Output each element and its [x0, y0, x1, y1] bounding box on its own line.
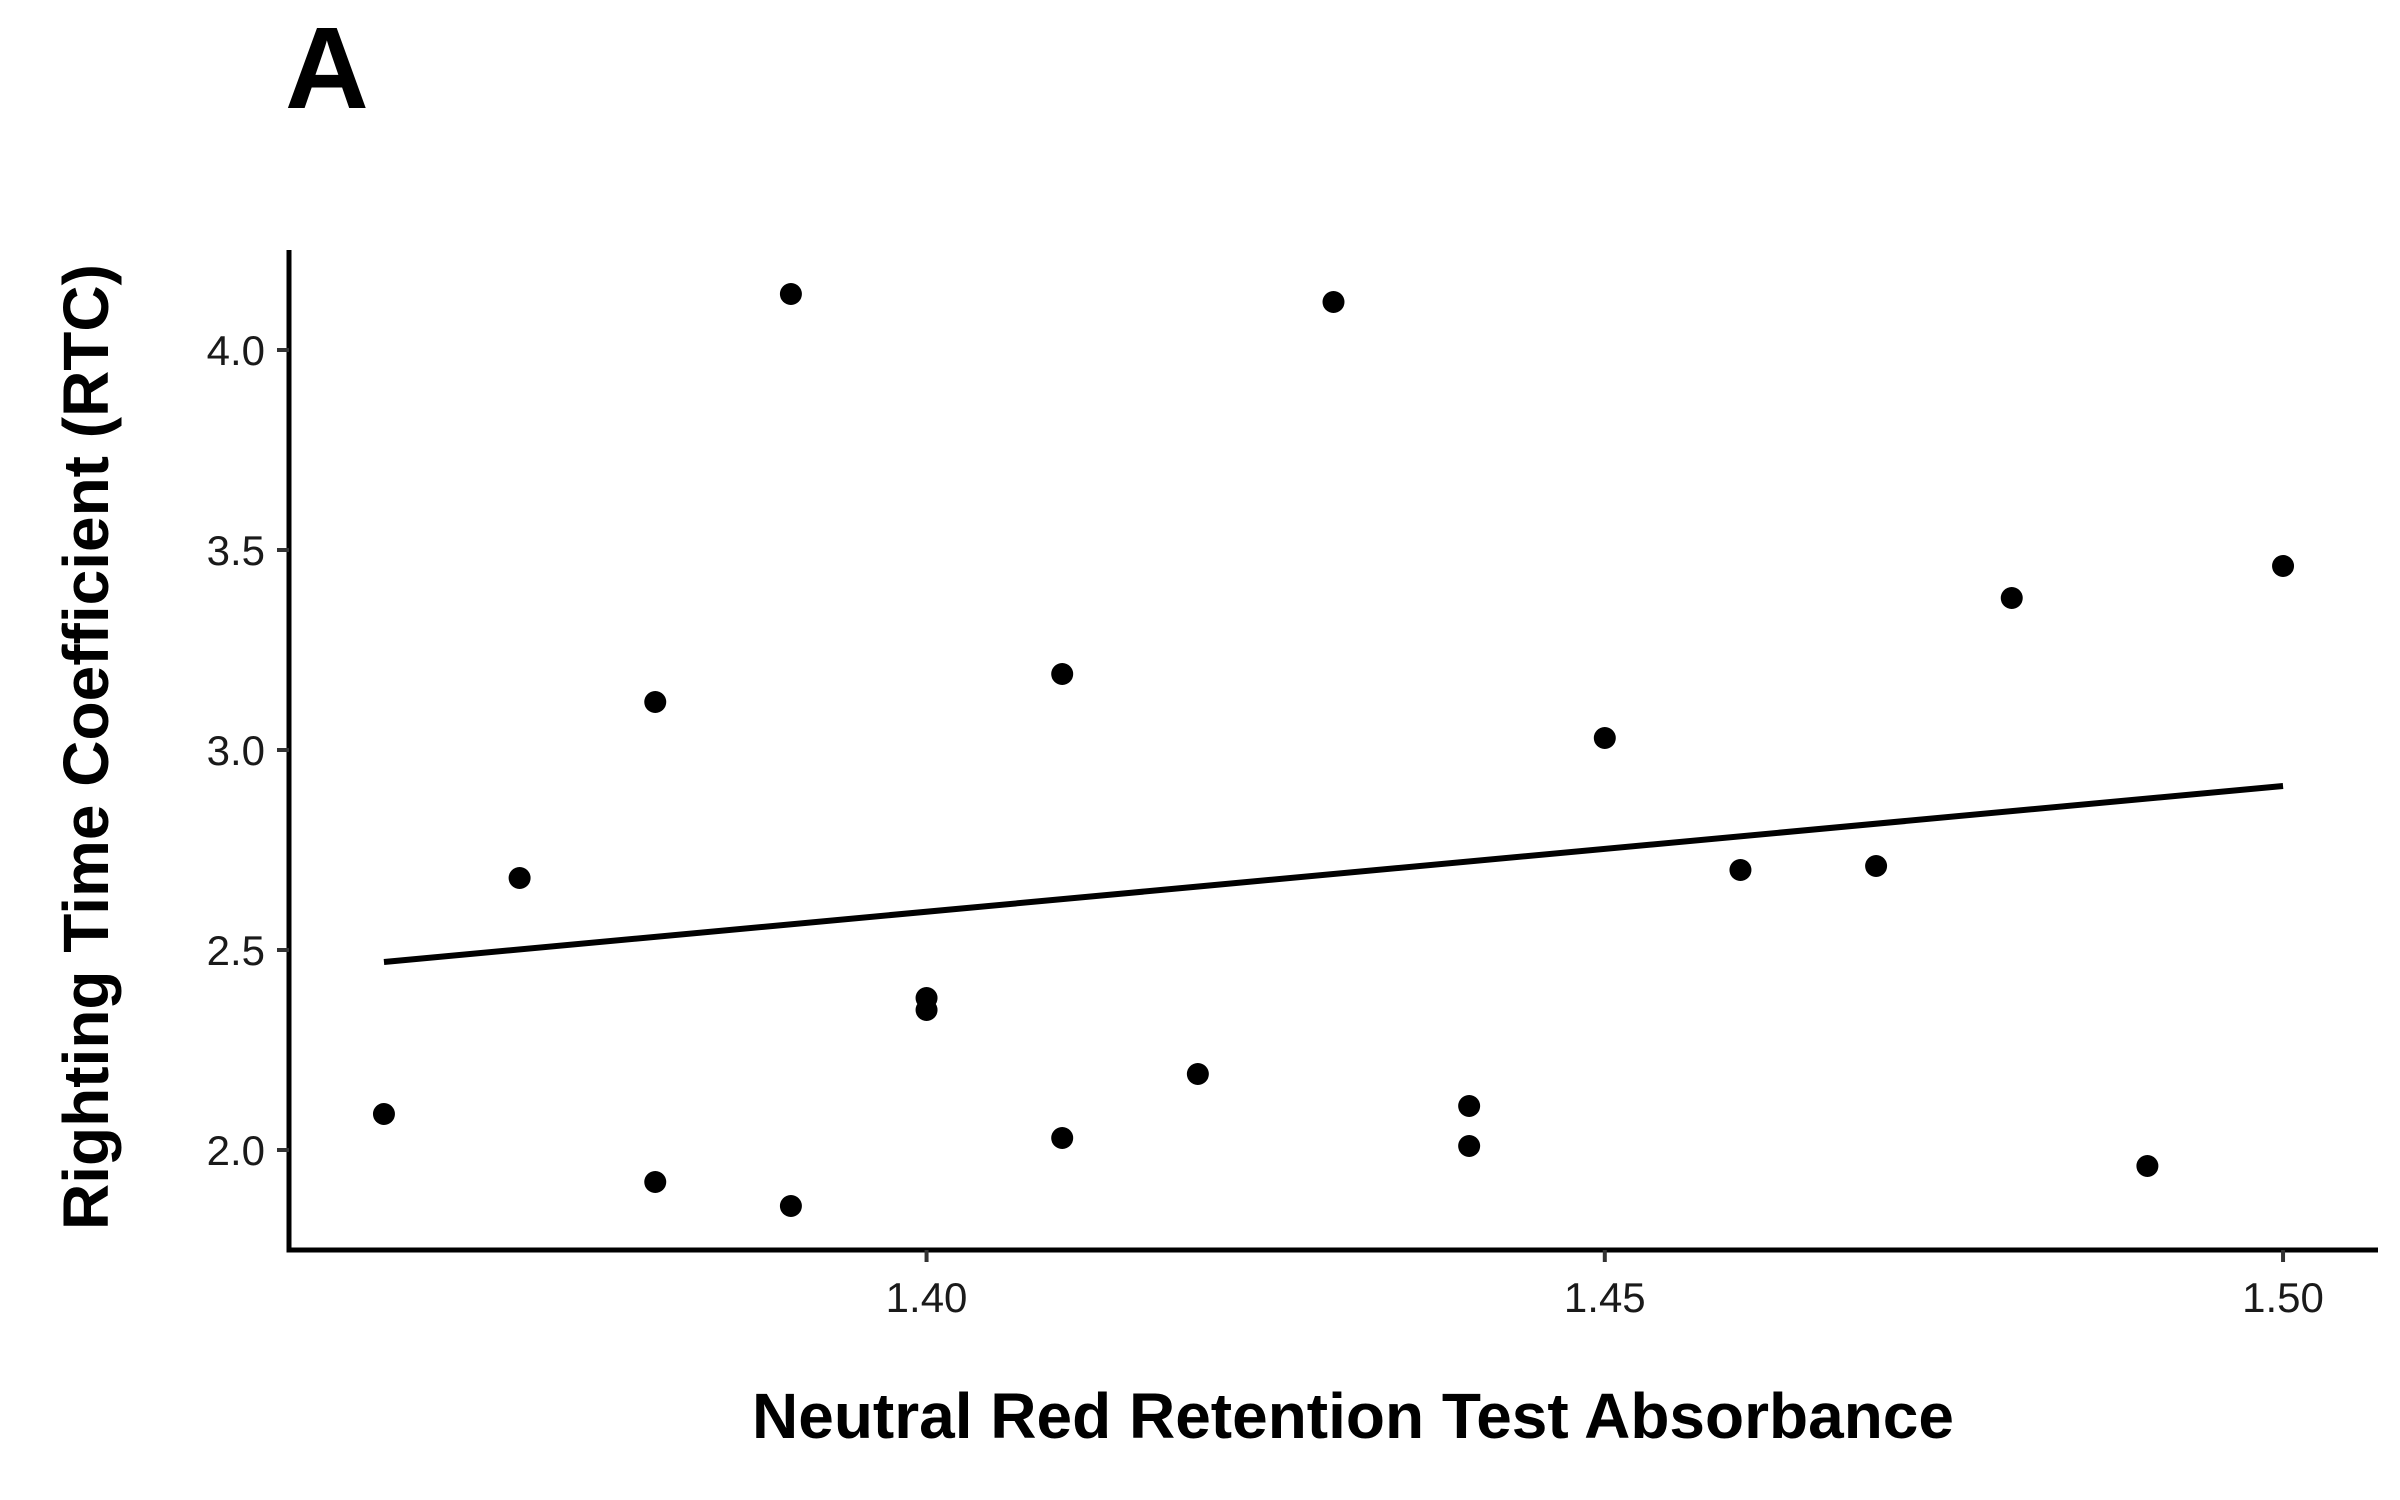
data-point [644, 691, 667, 713]
x-tick-label: 1.45 [1564, 1274, 1646, 1321]
y-tick-label: 4.0 [207, 327, 265, 374]
x-tick-label: 1.50 [2242, 1274, 2324, 1321]
data-point [2000, 587, 2023, 609]
data-point [1458, 1095, 1481, 1117]
y-tick-label: 3.0 [207, 727, 265, 774]
data-point [1865, 855, 1888, 877]
data-point [779, 1195, 802, 1217]
y-axis-title: Righting Time Coefficient (RTC) [50, 264, 122, 1230]
data-point [915, 999, 938, 1021]
panel-label: A [285, 3, 369, 133]
data-point [644, 1171, 667, 1193]
fit-line [383, 783, 2284, 965]
data-point [1322, 291, 1345, 313]
data-point [1051, 1127, 1074, 1149]
x-axis-title: Neutral Red Retention Test Absorbance [752, 1380, 1954, 1452]
x-tick-label: 1.40 [886, 1274, 968, 1321]
data-point [779, 283, 802, 305]
data-point [1593, 727, 1616, 749]
data-point [2272, 555, 2295, 577]
plot-area: 2.0 2.5 3.0 3.5 4.0 1.40 1.45 1.50 [207, 250, 2378, 1321]
data-point [1729, 859, 1752, 881]
data-point [1186, 1063, 1209, 1085]
data-point [1458, 1135, 1481, 1157]
y-tick-label: 3.5 [207, 527, 265, 574]
data-point [2136, 1155, 2159, 1177]
data-point [372, 1103, 395, 1125]
data-point [508, 867, 531, 889]
y-tick-label: 2.0 [207, 1127, 265, 1174]
y-tick-label: 2.5 [207, 927, 265, 974]
data-point [1051, 663, 1074, 685]
